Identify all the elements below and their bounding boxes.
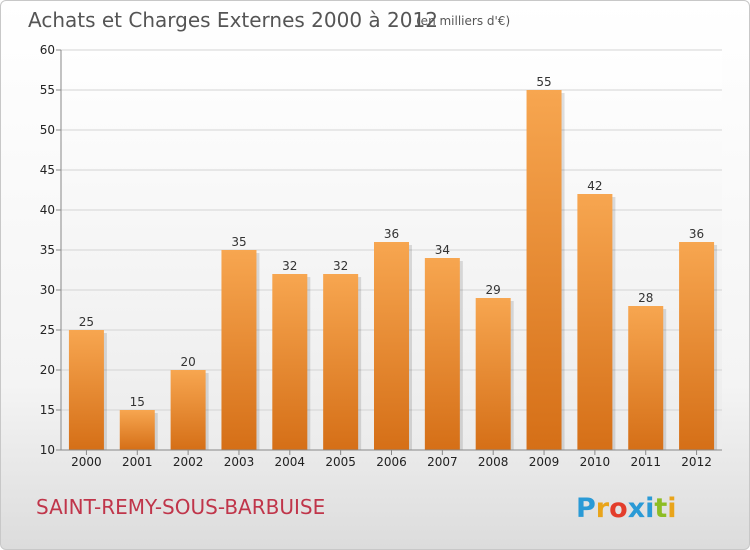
bar-2004 <box>272 274 308 450</box>
chart-title: Achats et Charges Externes 2000 à 2012 <box>28 8 438 32</box>
x-tick-label-2005: 2005 <box>325 455 356 469</box>
x-tick-label-2011: 2011 <box>630 455 661 469</box>
place-name: SAINT-REMY-SOUS-BARBUISE <box>36 495 325 519</box>
data-label-2004: 32 <box>282 259 297 273</box>
data-label-2000: 25 <box>79 315 94 329</box>
x-tick-label-2000: 2000 <box>71 455 102 469</box>
bar-2001 <box>119 410 155 450</box>
data-labels: 25 15 20 35 32 32 36 34 29 55 42 28 36 <box>79 75 704 409</box>
y-tick-label: 20 <box>40 363 55 377</box>
x-tick-label-2003: 2003 <box>224 455 255 469</box>
data-label-2001: 15 <box>130 395 145 409</box>
bar-2002 <box>170 370 206 450</box>
chart-subtitle: (en milliers d'€) <box>416 14 510 28</box>
logo-letter: P <box>576 493 596 524</box>
x-tick-label-2009: 2009 <box>529 455 560 469</box>
data-label-2006: 36 <box>384 227 399 241</box>
data-label-2002: 20 <box>180 355 195 369</box>
x-axis-labels: 2000 2001 2002 2003 2004 2005 2006 2007 2008 2009… <box>71 455 712 469</box>
data-label-2005: 32 <box>333 259 348 273</box>
bar-2007 <box>424 258 460 450</box>
bar-2005 <box>323 274 359 450</box>
data-label-2003: 35 <box>231 235 246 249</box>
proxiti-logo: Proxiti <box>576 493 677 524</box>
x-tick-label-2002: 2002 <box>173 455 204 469</box>
y-tick-label: 60 <box>40 43 55 57</box>
bar-2011 <box>628 306 664 450</box>
x-tick-label-2010: 2010 <box>580 455 611 469</box>
bar-2008 <box>475 298 511 450</box>
y-tick-label: 55 <box>40 83 55 97</box>
logo-letter: o <box>609 493 628 524</box>
x-tick-label-2008: 2008 <box>478 455 509 469</box>
x-tick-label-2007: 2007 <box>427 455 458 469</box>
logo-letter: x <box>628 493 645 524</box>
x-tick-label-2004: 2004 <box>275 455 306 469</box>
y-tick-label: 30 <box>40 283 55 297</box>
data-label-2011: 28 <box>638 291 653 305</box>
bar-2010 <box>577 194 613 450</box>
bar-2003 <box>221 250 257 450</box>
bars-group <box>68 90 718 455</box>
y-tick-label: 15 <box>40 403 55 417</box>
data-label-2010: 42 <box>587 179 602 193</box>
logo-letter: t <box>654 493 667 524</box>
logo-letter: r <box>596 493 610 524</box>
logo-letter: i <box>645 493 654 524</box>
y-tick-label: 10 <box>40 443 55 457</box>
y-tick-label: 35 <box>40 243 55 257</box>
bar-2006 <box>374 242 409 450</box>
logo-letter: i <box>667 493 676 524</box>
y-tick-label: 45 <box>40 163 55 177</box>
bar-2009 <box>526 90 562 450</box>
y-tick-label: 50 <box>40 123 55 137</box>
bar-2000 <box>68 330 104 450</box>
y-tick-label: 40 <box>40 203 55 217</box>
bar-2012 <box>679 242 715 450</box>
x-tick-label-2012: 2012 <box>681 455 712 469</box>
x-tick-label-2006: 2006 <box>376 455 407 469</box>
data-label-2007: 34 <box>435 243 450 257</box>
data-label-2012: 36 <box>689 227 704 241</box>
y-axis-labels: 10 15 20 25 30 35 40 45 50 55 60 <box>40 43 55 457</box>
data-label-2008: 29 <box>486 283 501 297</box>
y-tick-label: 25 <box>40 323 55 337</box>
data-label-2009: 55 <box>536 75 551 89</box>
x-tick-label-2001: 2001 <box>122 455 153 469</box>
